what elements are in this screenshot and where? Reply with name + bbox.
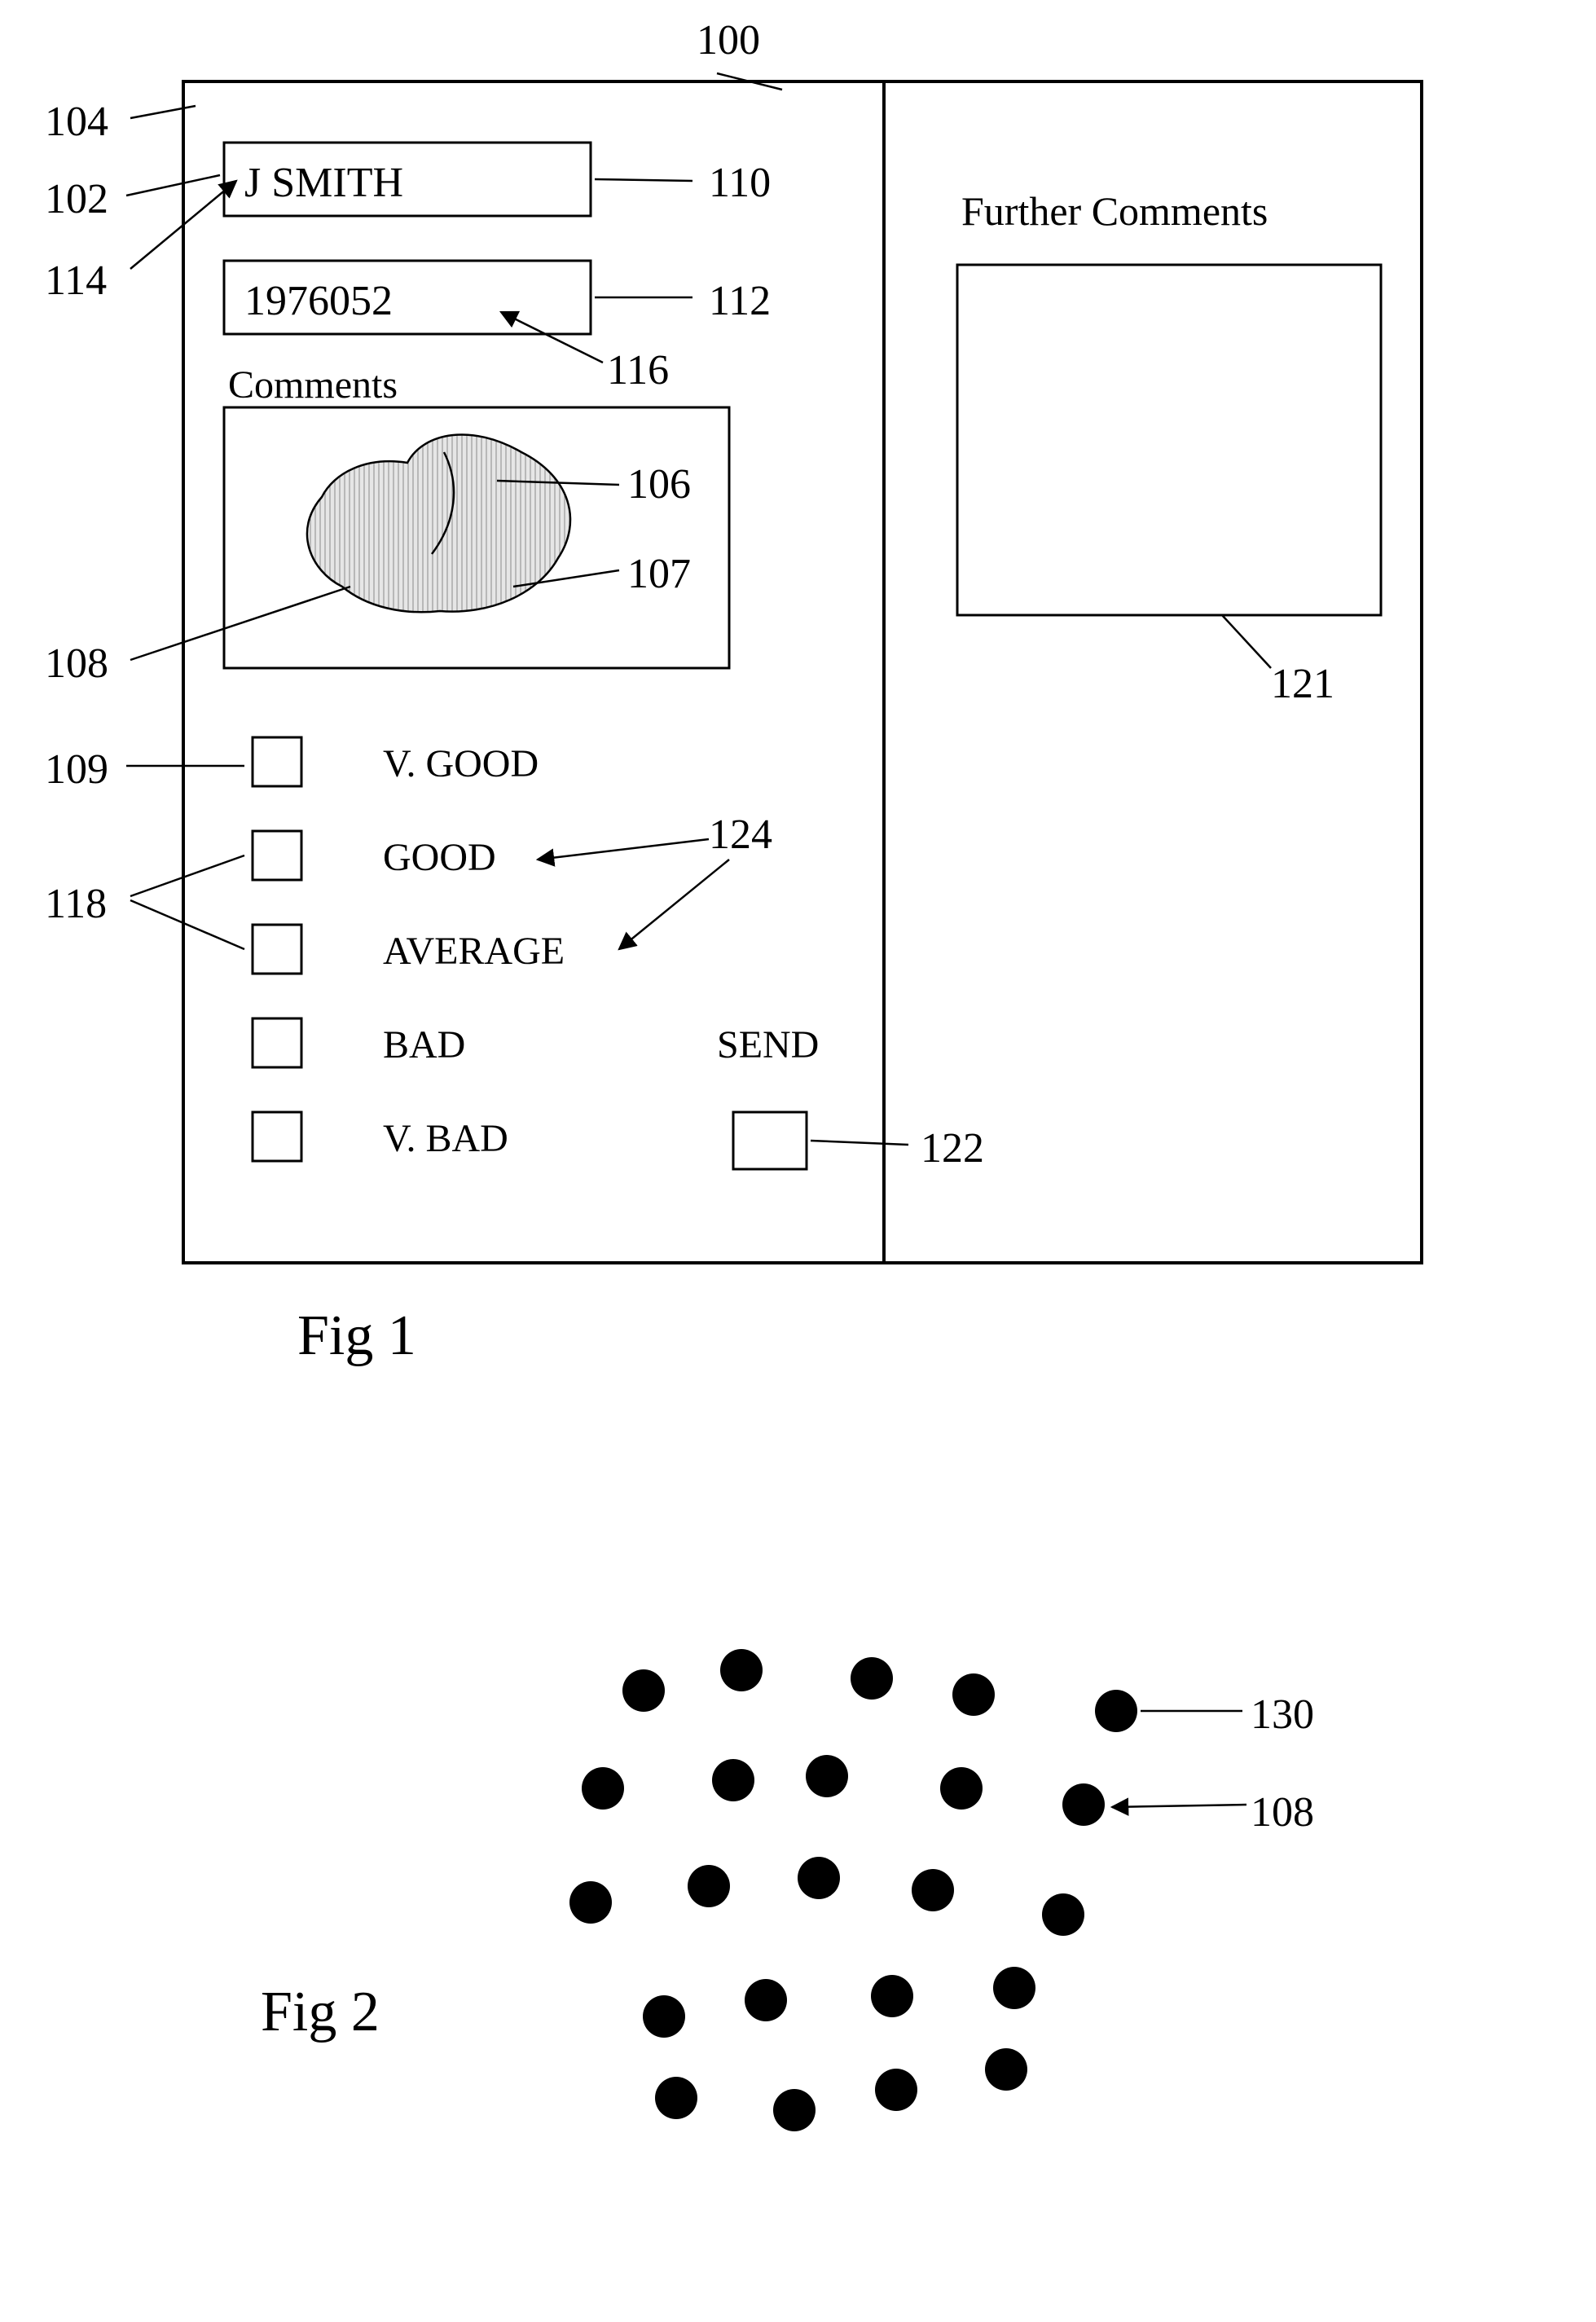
- comments-label: Comments: [228, 363, 398, 407]
- dot: [993, 1967, 1035, 2009]
- rating-box-bad[interactable]: [253, 1018, 301, 1067]
- page: J SMITH 1976052 Comments V. GOOD GOOD AV…: [0, 0, 1596, 2285]
- further-comments-box[interactable]: [957, 265, 1381, 615]
- fig1-caption: Fig 1: [297, 1304, 416, 1369]
- dot: [569, 1881, 612, 1924]
- dot: [871, 1975, 913, 2017]
- dot: [688, 1865, 730, 1907]
- dot: [712, 1759, 754, 1801]
- rating-label-vgood: V. GOOD: [383, 741, 539, 786]
- dot: [582, 1767, 624, 1810]
- ref-104: 104: [45, 98, 108, 146]
- dot: [643, 1995, 685, 2038]
- dot: [1095, 1690, 1137, 1732]
- ref-106: 106: [627, 460, 691, 508]
- rating-box-average[interactable]: [253, 925, 301, 974]
- rating-label-vbad: V. BAD: [383, 1116, 508, 1161]
- send-label: SEND: [717, 1022, 819, 1067]
- dot: [1062, 1783, 1105, 1826]
- dot: [952, 1673, 995, 1716]
- ref-130: 130: [1251, 1691, 1314, 1739]
- dot: [745, 1979, 787, 2021]
- ref-112: 112: [709, 277, 771, 325]
- dot: [655, 2077, 697, 2119]
- rating-label-bad: BAD: [383, 1022, 465, 1067]
- dot: [875, 2069, 917, 2111]
- ref-118: 118: [45, 880, 107, 928]
- ref-110: 110: [709, 159, 771, 207]
- ref-114: 114: [45, 257, 107, 305]
- dot: [773, 2089, 816, 2131]
- ref-109: 109: [45, 745, 108, 794]
- further-comments-label: Further Comments: [961, 187, 1268, 235]
- dot: [985, 2048, 1027, 2091]
- fig1-svg: [0, 0, 1596, 1385]
- dot: [1042, 1893, 1084, 1936]
- rating-box-vgood[interactable]: [253, 737, 301, 786]
- ref-122: 122: [921, 1124, 984, 1172]
- rating-label-average: AVERAGE: [383, 929, 565, 974]
- fig2-caption: Fig 2: [261, 1980, 380, 2045]
- fig2-svg: [0, 1589, 1596, 2322]
- id-field-value: 1976052: [244, 277, 393, 325]
- dot: [940, 1767, 983, 1810]
- ref-107: 107: [627, 550, 691, 598]
- ref-116: 116: [607, 346, 669, 394]
- dot: [851, 1657, 893, 1700]
- dot-field: [569, 1649, 1137, 2131]
- ref-108b: 108: [1251, 1788, 1314, 1836]
- dot: [622, 1669, 665, 1712]
- name-field-value: J SMITH: [244, 159, 403, 207]
- ref-108a: 108: [45, 640, 108, 688]
- ref-124: 124: [709, 811, 772, 859]
- send-box[interactable]: [733, 1112, 807, 1169]
- ref-102: 102: [45, 175, 108, 223]
- dot: [798, 1857, 840, 1899]
- panel-outline: [183, 81, 1422, 1263]
- dot: [720, 1649, 763, 1691]
- fig2-ref-lines: [1112, 1711, 1246, 1807]
- rating-label-good: GOOD: [383, 835, 496, 880]
- rating-box-vbad[interactable]: [253, 1112, 301, 1161]
- ref-100: 100: [697, 16, 760, 64]
- ref-121: 121: [1271, 660, 1334, 708]
- rating-box-good[interactable]: [253, 831, 301, 880]
- dot: [806, 1755, 848, 1797]
- dot: [912, 1869, 954, 1911]
